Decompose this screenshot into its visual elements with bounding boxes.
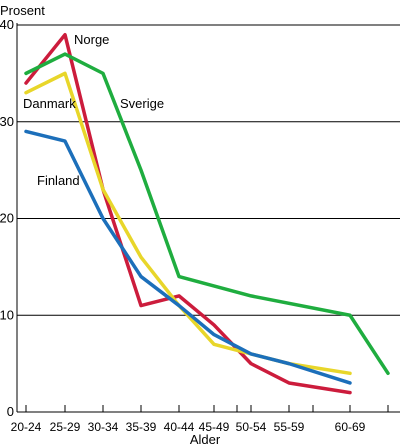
x-tick-label: 40-44 (164, 420, 195, 434)
x-tick-label: 55-59 (274, 420, 305, 434)
y-tick-labels: 0 10 20 30 40 (0, 17, 14, 419)
y-tick-label: 30 (0, 114, 14, 129)
series-label-sverige: Sverige (120, 96, 164, 111)
series-label-danmark: Danmark (23, 96, 76, 111)
series-line-finland (24, 129, 352, 385)
x-axis-label: Alder (190, 432, 221, 447)
axes (16, 23, 400, 413)
y-tick-label: 10 (0, 307, 14, 322)
x-tick-label: 25-29 (50, 420, 81, 434)
x-tick-label: 30-34 (88, 420, 119, 434)
series-line-sverige (24, 52, 390, 376)
series-lines (24, 32, 390, 395)
series-label-finland: Finland (37, 173, 80, 188)
series-line-danmark (24, 71, 352, 376)
y-tick-label: 0 (7, 404, 14, 419)
x-tick-label: 35-39 (126, 420, 157, 434)
x-tick-label: 20-24 (11, 420, 42, 434)
y-axis-label: Prosent (0, 3, 45, 18)
x-tick-label: 60-69 (335, 420, 366, 434)
x-tick-label: 50-54 (236, 420, 267, 434)
series-label-norge: Norge (74, 32, 109, 47)
y-tick-label: 40 (0, 17, 14, 32)
x-tick-label: 45-49 (199, 420, 230, 434)
x-tick-labels: 20-24 25-29 30-34 35-39 40-44 45-49 50-54 55-59… (11, 420, 366, 434)
series-labels: Norge Sverige Danmark Finland (23, 32, 164, 188)
series-line-norge (24, 32, 352, 395)
y-tick-label: 20 (0, 211, 14, 226)
